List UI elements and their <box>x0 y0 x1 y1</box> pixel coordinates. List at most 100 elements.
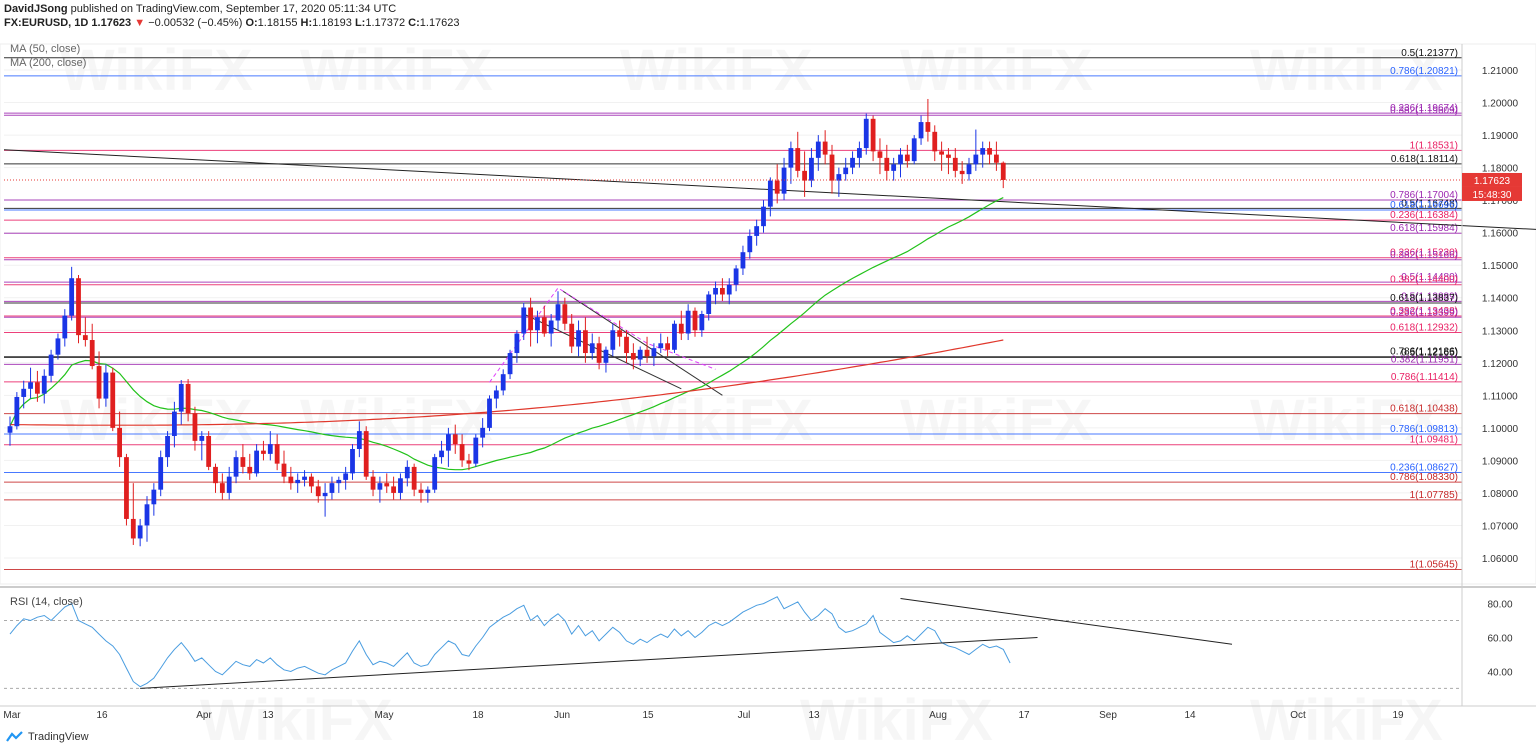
footer-brand[interactable]: TradingView <box>6 731 89 743</box>
candle[interactable] <box>788 141 794 184</box>
candle[interactable] <box>726 278 732 305</box>
candle[interactable] <box>754 219 760 246</box>
candle[interactable] <box>617 320 623 347</box>
candle[interactable] <box>857 141 862 168</box>
candle[interactable] <box>110 367 116 432</box>
candle[interactable] <box>740 245 746 275</box>
candle[interactable] <box>41 369 47 404</box>
candle[interactable] <box>959 161 965 184</box>
candle[interactable] <box>398 473 403 500</box>
candle[interactable] <box>240 444 246 474</box>
candle[interactable] <box>870 115 876 162</box>
candle[interactable] <box>802 151 807 197</box>
candle[interactable] <box>254 444 259 477</box>
candle[interactable] <box>952 148 958 178</box>
candle[interactable] <box>980 141 986 168</box>
candle[interactable] <box>904 144 910 168</box>
candle[interactable] <box>569 314 575 354</box>
candle[interactable] <box>418 483 424 503</box>
candle[interactable] <box>548 314 554 347</box>
candle[interactable] <box>391 476 396 500</box>
candle[interactable] <box>610 323 616 357</box>
candle[interactable] <box>343 466 349 490</box>
candle[interactable] <box>96 351 102 409</box>
candle[interactable] <box>815 135 821 171</box>
candle[interactable] <box>877 138 883 175</box>
candle[interactable] <box>446 427 451 467</box>
candle[interactable] <box>28 367 33 399</box>
candle[interactable] <box>493 385 499 409</box>
candle[interactable] <box>151 483 157 516</box>
candle[interactable] <box>555 291 561 331</box>
candle[interactable] <box>672 320 677 354</box>
candle[interactable] <box>452 424 458 454</box>
candle[interactable] <box>576 320 581 357</box>
candle[interactable] <box>322 483 328 517</box>
candle[interactable] <box>535 310 540 344</box>
candle[interactable] <box>384 473 390 493</box>
candle[interactable] <box>473 434 479 467</box>
candle[interactable] <box>994 141 999 171</box>
candle[interactable] <box>55 333 61 360</box>
candle[interactable] <box>288 466 294 490</box>
candle[interactable] <box>309 473 314 493</box>
candle[interactable] <box>82 317 88 347</box>
candle[interactable] <box>630 343 636 370</box>
candle[interactable] <box>562 297 568 331</box>
candle[interactable] <box>521 302 527 341</box>
candle[interactable] <box>589 333 595 360</box>
candle[interactable] <box>233 450 239 484</box>
candle[interactable] <box>178 380 184 425</box>
candle[interactable] <box>843 157 849 181</box>
candle[interactable] <box>706 291 712 321</box>
candle[interactable] <box>836 167 842 197</box>
candle[interactable] <box>658 333 664 354</box>
candle[interactable] <box>507 349 513 380</box>
candle[interactable] <box>939 141 944 171</box>
candle[interactable] <box>247 453 253 480</box>
candle[interactable] <box>761 200 766 233</box>
rsi-legend[interactable]: RSI (14, close) <box>10 596 83 608</box>
candle[interactable] <box>199 431 205 461</box>
candle[interactable] <box>863 113 869 155</box>
candle[interactable] <box>356 421 362 458</box>
candle[interactable] <box>315 479 321 503</box>
candle[interactable] <box>528 297 533 347</box>
candle[interactable] <box>685 304 691 341</box>
candle[interactable] <box>377 476 383 503</box>
candle[interactable] <box>213 463 218 493</box>
candle[interactable] <box>987 141 992 165</box>
candle[interactable] <box>925 98 931 142</box>
candle[interactable] <box>583 317 588 363</box>
candle[interactable] <box>336 476 342 493</box>
candle[interactable] <box>514 330 520 363</box>
candle[interactable] <box>117 411 122 467</box>
candle[interactable] <box>425 486 431 503</box>
candle[interactable] <box>747 229 753 259</box>
candle[interactable] <box>781 157 787 201</box>
candle[interactable] <box>973 129 979 171</box>
candle[interactable] <box>69 266 75 321</box>
candle[interactable] <box>21 380 27 409</box>
candle[interactable] <box>89 323 95 370</box>
candle[interactable] <box>966 157 972 181</box>
candle[interactable] <box>946 148 951 175</box>
candle[interactable] <box>350 444 355 480</box>
candle[interactable] <box>295 473 301 493</box>
candle[interactable] <box>137 518 143 547</box>
candle[interactable] <box>918 115 924 145</box>
candle[interactable] <box>644 336 650 363</box>
candle[interactable] <box>206 431 212 471</box>
candle[interactable] <box>480 418 486 448</box>
candle[interactable] <box>911 135 917 165</box>
candle[interactable] <box>185 379 191 422</box>
candle[interactable] <box>713 281 718 305</box>
candle[interactable] <box>829 144 835 194</box>
candle[interactable] <box>165 431 170 467</box>
candle[interactable] <box>144 496 150 542</box>
candle[interactable] <box>363 426 369 480</box>
candle[interactable] <box>651 343 657 367</box>
candle[interactable] <box>678 310 684 341</box>
candle[interactable] <box>767 177 773 217</box>
